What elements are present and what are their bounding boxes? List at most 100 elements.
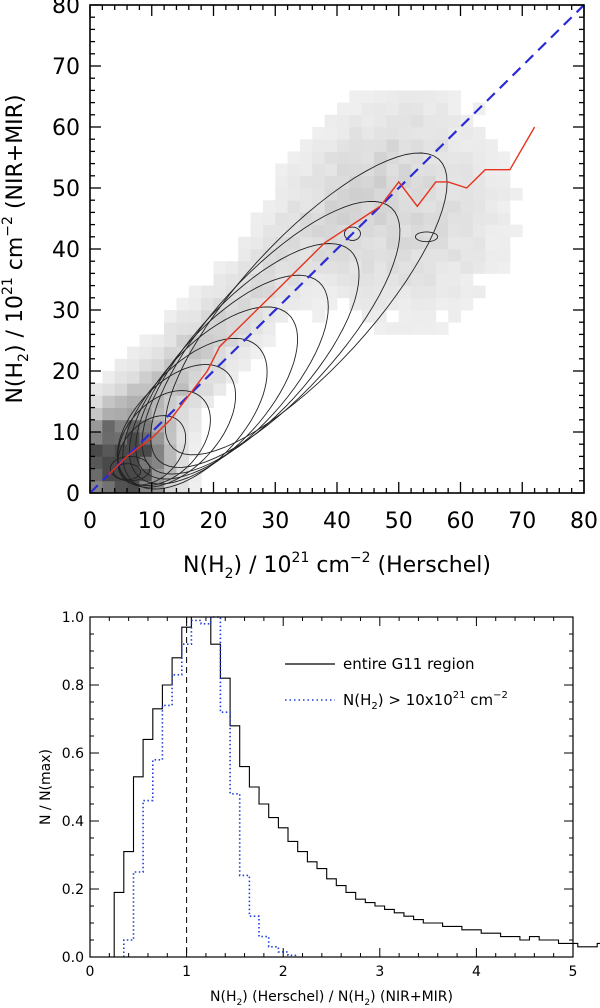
density-cell: [398, 285, 412, 299]
density-cell: [262, 224, 276, 238]
density-cell: [176, 444, 190, 457]
density-cell: [201, 310, 214, 323]
density-cell: [435, 273, 449, 286]
density-cell: [188, 358, 202, 372]
y-tick-label: 1.0: [62, 610, 84, 626]
density-cell: [250, 249, 264, 262]
density-cell: [312, 285, 326, 299]
density-cell: [374, 236, 387, 250]
density-cell: [398, 322, 412, 335]
density-cell: [164, 334, 177, 347]
density-cell: [337, 212, 350, 225]
density-cell: [361, 249, 375, 262]
density-cell: [324, 175, 338, 189]
density-cell: [176, 371, 190, 384]
density-cell: [411, 139, 424, 152]
density-cell: [337, 261, 350, 274]
density-cell: [361, 127, 375, 140]
density-cell: [176, 346, 190, 360]
contour-line: [343, 226, 361, 241]
density-cell: [435, 224, 449, 238]
contour-line: [141, 243, 360, 475]
density-cell: [176, 383, 190, 396]
density-cell: [374, 114, 387, 128]
density-cell: [324, 261, 338, 274]
density-cell: [90, 468, 103, 482]
density-cell: [299, 151, 313, 164]
density-cell: [287, 188, 301, 201]
density-cell: [472, 224, 486, 238]
density-cell: [238, 273, 251, 286]
density-cell: [287, 151, 301, 164]
density-cell: [435, 90, 449, 103]
density-cell: [201, 383, 214, 396]
density-cell: [139, 358, 153, 372]
density-cell: [238, 297, 251, 311]
density-cell: [349, 200, 363, 213]
density-cell: [398, 273, 412, 286]
density-cell: [349, 163, 363, 177]
density-cell: [324, 163, 338, 177]
density-cell: [201, 285, 214, 299]
density-cell: [374, 322, 387, 335]
density-cell: [361, 297, 375, 311]
density-cell: [164, 346, 177, 360]
x-tick-label: 1: [182, 964, 191, 980]
density-cell: [435, 151, 449, 164]
density-cell: [337, 163, 350, 177]
x-tick-label: 40: [323, 509, 351, 534]
contour-line: [414, 231, 439, 243]
density-cell: [423, 212, 437, 225]
density-cell: [472, 175, 486, 189]
density-cell: [411, 175, 424, 189]
density-cell: [460, 139, 474, 152]
density-cell: [460, 188, 474, 201]
density-cell: [374, 127, 387, 140]
histogram-entire-region: [113, 616, 600, 957]
legend: entire G11 region N(H2) > 10x1021 cm−2: [285, 655, 508, 712]
x-tick-label: 50: [385, 509, 413, 534]
density-cell: [374, 151, 387, 164]
density-cell: [324, 200, 338, 213]
density-cell: [90, 444, 103, 457]
density-cell: [423, 297, 437, 311]
density-cell: [448, 273, 461, 286]
contour-line: [122, 337, 268, 490]
density-cell: [151, 346, 165, 360]
density-cell: [102, 383, 116, 396]
density-cell: [411, 102, 424, 116]
density-cell: [275, 236, 288, 250]
density-cell: [188, 297, 202, 311]
density-cell: [398, 249, 412, 262]
density-cell: [213, 383, 227, 396]
density-cell: [275, 310, 288, 323]
density-cell: [411, 212, 424, 225]
density-cell: [423, 188, 437, 201]
density-cell: [324, 151, 338, 164]
density-cell: [299, 200, 313, 213]
density-cell: [275, 249, 288, 262]
density-cell: [127, 383, 140, 396]
density-cell: [225, 273, 239, 286]
density-cell: [460, 224, 474, 238]
density-cell: [337, 127, 350, 140]
density-cell: [201, 297, 214, 311]
legend-label-high-column: N(H2) > 10x1021 cm−2: [343, 690, 508, 712]
axis-ticks: [89, 4, 585, 494]
density-cell: [411, 188, 424, 201]
density-cell: [386, 322, 400, 335]
density-cell: [139, 419, 153, 433]
density-cell: [312, 163, 326, 177]
series-lines: [89, 4, 585, 494]
density-cell: [509, 188, 523, 201]
x-tick-label: 20: [200, 509, 228, 534]
density-cell: [164, 322, 177, 335]
density-cell: [485, 175, 498, 189]
contour-line: [164, 152, 448, 456]
density-cell: [423, 261, 437, 274]
density-cell: [361, 273, 375, 286]
x-tick-label: 10: [138, 509, 166, 534]
density-cell: [448, 224, 461, 238]
density-cell: [460, 151, 474, 164]
